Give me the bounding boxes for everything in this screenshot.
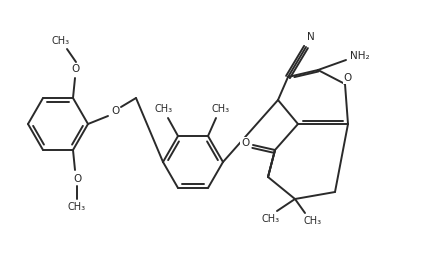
Text: NH₂: NH₂ — [350, 51, 370, 61]
Text: O: O — [241, 138, 249, 148]
Text: CH₃: CH₃ — [52, 36, 70, 46]
Text: O: O — [73, 174, 81, 184]
Text: O: O — [72, 64, 80, 74]
Text: N: N — [307, 32, 315, 42]
Text: CH₃: CH₃ — [262, 214, 280, 224]
Text: CH₃: CH₃ — [155, 104, 173, 114]
Text: O: O — [111, 106, 119, 116]
Text: CH₃: CH₃ — [212, 104, 230, 114]
Text: CH₃: CH₃ — [304, 216, 322, 226]
Text: O: O — [344, 73, 352, 83]
Text: CH₃: CH₃ — [68, 202, 86, 212]
